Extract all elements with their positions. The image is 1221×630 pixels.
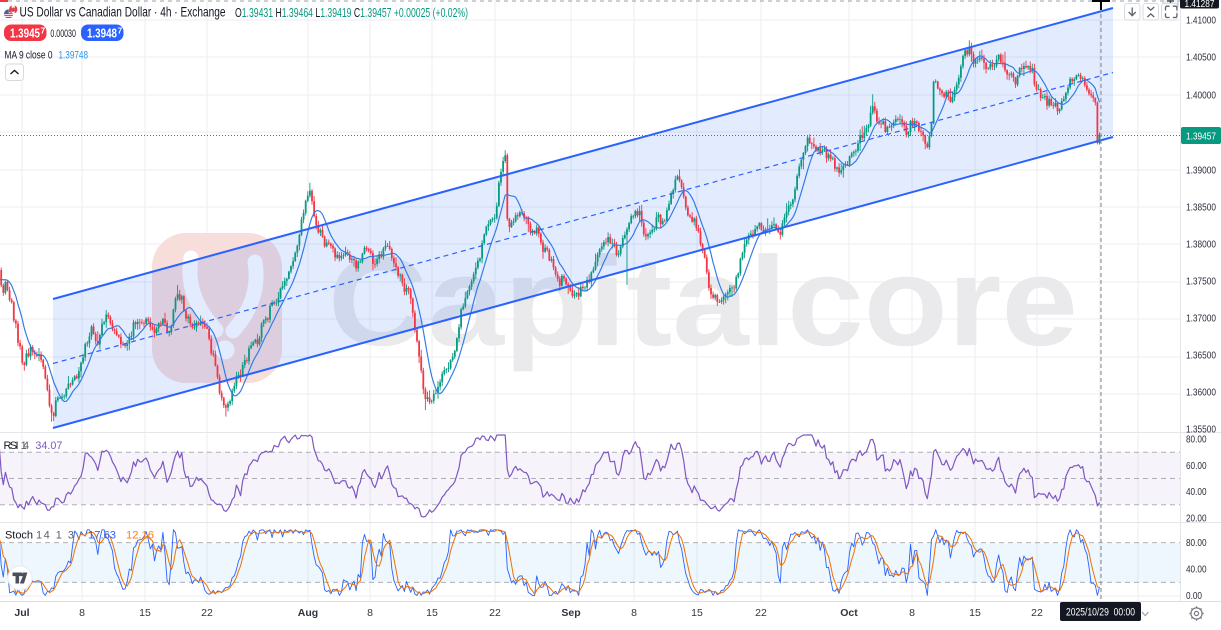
svg-text:15: 15 bbox=[139, 607, 151, 619]
svg-text:22: 22 bbox=[201, 607, 213, 619]
svg-text:1.38500: 1.38500 bbox=[1186, 202, 1216, 214]
svg-text:15: 15 bbox=[969, 607, 981, 619]
svg-text:8: 8 bbox=[79, 607, 85, 619]
svg-text:1.36000: 1.36000 bbox=[1186, 387, 1216, 399]
svg-text:Aug: Aug bbox=[298, 607, 318, 619]
svg-text:1.36500: 1.36500 bbox=[1186, 350, 1216, 362]
svg-text:1.35500: 1.35500 bbox=[1186, 424, 1216, 436]
svg-text:22: 22 bbox=[1031, 607, 1043, 619]
svg-text:1.37500: 1.37500 bbox=[1186, 276, 1216, 288]
svg-text:40.00: 40.00 bbox=[1186, 564, 1207, 576]
svg-text:1.37000: 1.37000 bbox=[1186, 313, 1216, 325]
svg-text:1.41287: 1.41287 bbox=[1185, 0, 1215, 10]
svg-text:US Dollar vs Canadian Dollar ·: US Dollar vs Canadian Dollar · 4h · Exch… bbox=[20, 4, 226, 20]
svg-text:15: 15 bbox=[691, 607, 703, 619]
svg-text:12.16: 12.16 bbox=[126, 530, 154, 542]
svg-text:Oct: Oct bbox=[840, 607, 858, 619]
svg-text:80.00: 80.00 bbox=[1186, 537, 1207, 549]
svg-text:22: 22 bbox=[755, 607, 767, 619]
svg-text:2025/10/29 00:00: 2025/10/29 00:00 bbox=[1066, 607, 1135, 619]
svg-text:MA 9 close 0: MA 9 close 0 bbox=[5, 50, 53, 62]
svg-text:1.38000: 1.38000 bbox=[1186, 239, 1216, 251]
svg-text:14: 14 bbox=[21, 440, 30, 452]
svg-text:60.00: 60.00 bbox=[1186, 460, 1207, 472]
svg-text:1.41000: 1.41000 bbox=[1186, 15, 1216, 27]
svg-text:0.00030: 0.00030 bbox=[50, 28, 76, 40]
svg-text:1.40500: 1.40500 bbox=[1186, 52, 1216, 64]
svg-text:8: 8 bbox=[909, 607, 915, 619]
svg-text:0.00: 0.00 bbox=[1186, 590, 1202, 602]
svg-text:15: 15 bbox=[426, 607, 438, 619]
svg-text:7: 7 bbox=[118, 26, 123, 36]
svg-text:1.3945: 1.3945 bbox=[10, 27, 40, 41]
svg-text:1.39457: 1.39457 bbox=[1186, 131, 1216, 143]
svg-text:80.00: 80.00 bbox=[1186, 434, 1207, 446]
svg-text:17.63: 17.63 bbox=[88, 530, 116, 542]
svg-text:20.00: 20.00 bbox=[1186, 513, 1207, 525]
svg-text:1.40000: 1.40000 bbox=[1186, 90, 1216, 102]
svg-text:O1.39431 H1.39464 L1.39419 C1.: O1.39431 H1.39464 L1.39419 C1.39457 +0.0… bbox=[235, 6, 468, 20]
svg-text:1.39000: 1.39000 bbox=[1186, 165, 1216, 177]
svg-text:34.07: 34.07 bbox=[35, 440, 62, 452]
svg-text:22: 22 bbox=[489, 607, 501, 619]
svg-text:Stoch: Stoch bbox=[5, 530, 33, 542]
svg-text:14 1 3: 14 1 3 bbox=[36, 530, 74, 542]
svg-text:1.3948: 1.3948 bbox=[87, 27, 117, 41]
svg-text:8: 8 bbox=[367, 607, 373, 619]
svg-text:RSI: RSI bbox=[4, 440, 19, 452]
svg-text:8: 8 bbox=[631, 607, 637, 619]
svg-text:Sep: Sep bbox=[561, 607, 580, 619]
svg-text:40.00: 40.00 bbox=[1186, 486, 1207, 498]
svg-text:Jul: Jul bbox=[14, 607, 29, 619]
svg-text:1.39748: 1.39748 bbox=[59, 50, 89, 62]
svg-text:7: 7 bbox=[41, 26, 46, 36]
